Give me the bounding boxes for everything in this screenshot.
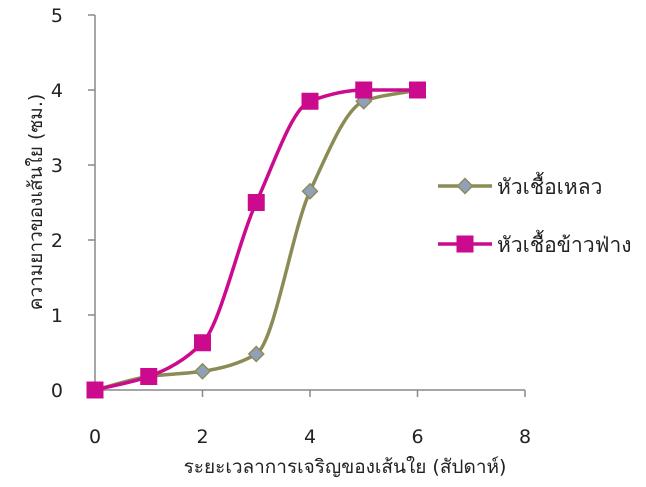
- axes: [94, 15, 525, 391]
- legend-label: หัวเชื้อข้าวฟ่าง: [497, 230, 632, 257]
- data-point: [301, 92, 319, 110]
- data-point: [140, 368, 158, 385]
- legend-marker: [456, 235, 474, 253]
- x-tick-label: 8: [519, 426, 531, 448]
- data-point: [301, 182, 319, 200]
- y-axis-title: ความยาวของเส้นใย (ซม.): [25, 94, 47, 311]
- y-tick-label: 4: [51, 80, 63, 102]
- data-point: [194, 334, 211, 352]
- ticks: 0 1 2 3 4 5 0 2 4 6 8: [51, 5, 531, 448]
- legend-item: หัวเชื้อข้าวฟ่าง: [438, 230, 632, 257]
- series-layer: [86, 81, 426, 399]
- y-tick-label: 5: [51, 5, 63, 27]
- data-point: [409, 81, 426, 99]
- x-tick-label: 0: [89, 426, 101, 448]
- data-point: [86, 381, 104, 399]
- y-tick-label: 0: [51, 380, 63, 402]
- series-1: [86, 81, 426, 399]
- x-tick-label: 4: [304, 426, 316, 448]
- data-point: [194, 362, 211, 380]
- y-tick-label: 1: [51, 305, 63, 327]
- series-line: [94, 88, 418, 392]
- legend-label: หัวเชื้อเหลว: [497, 172, 602, 199]
- data-point: [355, 81, 373, 99]
- y-tick-label: 2: [51, 230, 63, 252]
- series-2: [86, 81, 426, 399]
- x-tick-label: 6: [411, 426, 423, 448]
- legend-item: หัวเชื้อเหลว: [438, 172, 602, 199]
- series-line: [94, 88, 418, 392]
- legend-marker: [456, 177, 474, 195]
- data-point: [247, 194, 265, 211]
- x-axis-title: ระยะเวลาการเจริญของเส้นใย (สัปดาห์): [184, 456, 507, 478]
- data-point: [247, 345, 265, 363]
- y-tick-label: 3: [51, 155, 63, 177]
- x-tick-label: 2: [196, 426, 208, 448]
